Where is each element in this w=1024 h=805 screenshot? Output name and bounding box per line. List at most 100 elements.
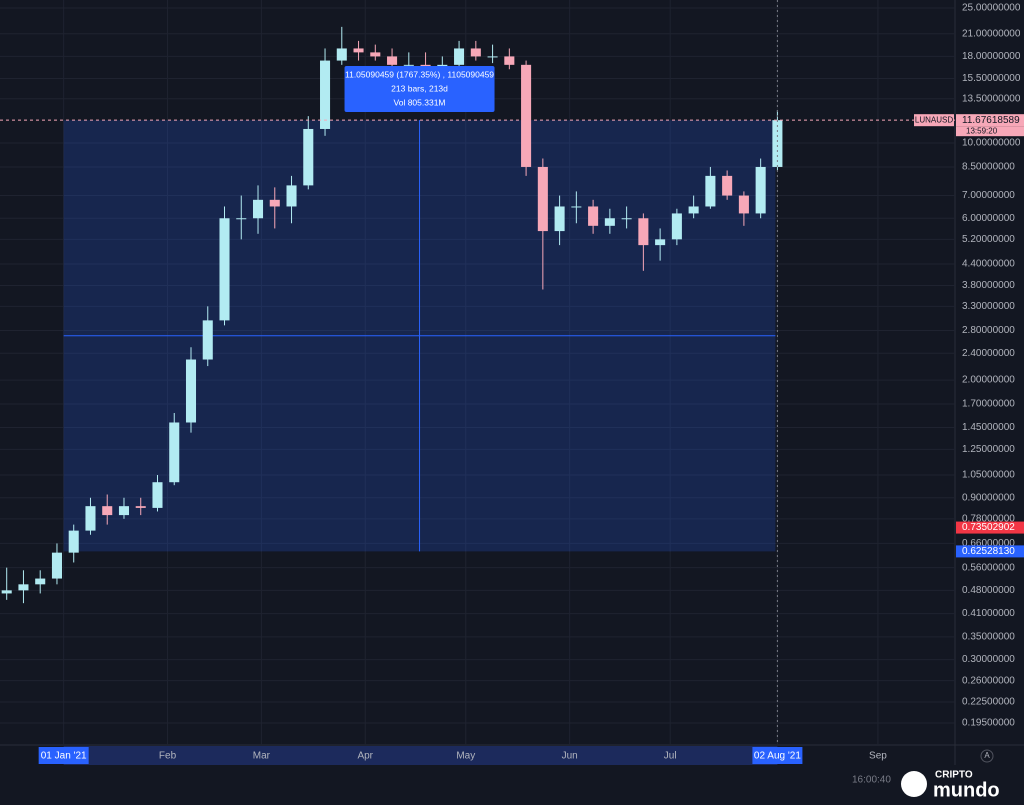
symbol-tag xyxy=(914,114,954,127)
candle-body xyxy=(202,320,213,360)
candle-body xyxy=(320,60,331,129)
y-tick-label: 18.00000000 xyxy=(962,51,1021,62)
candle-body xyxy=(185,359,197,423)
y-tick-label: 25.00000000 xyxy=(962,3,1021,14)
y-tick-label: 2.00000000 xyxy=(962,375,1015,386)
candle-body xyxy=(487,56,498,58)
y-tick-label: 0.48000000 xyxy=(962,585,1015,596)
y-tick-label: 6.00000000 xyxy=(962,213,1015,224)
y-tick-label: 0.35000000 xyxy=(962,632,1015,643)
y-tick-label: 0.30000000 xyxy=(962,654,1015,665)
x-tick-label: Feb xyxy=(159,751,177,762)
countdown-label: 13:59:20 xyxy=(966,126,998,135)
candle-body xyxy=(68,530,79,553)
countdown-tag xyxy=(956,126,1024,137)
time-tag xyxy=(38,747,89,764)
y-tick-label: 4.40000000 xyxy=(962,259,1015,270)
measure-text: Vol 805.331M xyxy=(394,97,446,107)
auto-scale-icon[interactable]: A xyxy=(984,751,990,760)
y-tick-label: 0.41000000 xyxy=(962,608,1015,619)
auto-scale-button[interactable] xyxy=(980,749,994,763)
time-tag xyxy=(752,747,803,764)
y-tick-label: 5.20000000 xyxy=(962,234,1015,245)
time-range-band xyxy=(63,746,778,765)
y-tick-label: 8.50000000 xyxy=(962,162,1015,173)
y-tick-label: 0.19500000 xyxy=(962,718,1015,729)
y-tick-label: 0.90000000 xyxy=(962,492,1015,503)
watermark-top: CRIPTO xyxy=(935,770,973,781)
x-tick-label: May xyxy=(456,751,475,762)
candle-body xyxy=(688,206,699,214)
candle-body xyxy=(571,206,582,208)
y-tick-label: 1.05000000 xyxy=(962,470,1015,481)
candle-body xyxy=(738,195,749,214)
y-tick-label: 21.00000000 xyxy=(962,28,1021,39)
watermark-logo xyxy=(901,771,927,797)
candle-body xyxy=(470,48,481,57)
x-tick-label: Jun xyxy=(562,751,578,762)
candle-body xyxy=(169,422,180,483)
candle-body xyxy=(403,64,414,66)
candle-body xyxy=(621,218,632,220)
measure-text: 11.05090459 (1767.35%) , 1105090459 xyxy=(345,69,494,79)
candle-body xyxy=(118,506,130,516)
last-price-label: 11.67618589 xyxy=(962,115,1020,126)
y-tick-label: 0.22500000 xyxy=(962,697,1015,708)
candle-body xyxy=(152,482,163,508)
y-tick-label: 0.66000000 xyxy=(962,538,1015,549)
candle-body xyxy=(236,218,247,220)
y-tick-label: 2.80000000 xyxy=(962,325,1015,336)
y-tick-label: 10.00000000 xyxy=(962,138,1021,149)
candle-body xyxy=(1,590,12,594)
x-tick-label: 02 Aug '21 xyxy=(754,751,801,762)
y-tick-label: 1.25000000 xyxy=(962,444,1015,455)
y-tick-label: 0.26000000 xyxy=(962,675,1015,686)
candle-body xyxy=(35,578,46,585)
candle-body xyxy=(521,64,532,167)
watermark-bottom: mundo xyxy=(933,779,1000,801)
candle-body xyxy=(336,48,347,61)
candle-body xyxy=(51,552,62,579)
last-price-tag xyxy=(956,114,1024,127)
candle-body xyxy=(370,52,381,57)
candle-body xyxy=(554,206,565,232)
y-tick-label: 3.30000000 xyxy=(962,301,1015,312)
measure-text: 213 bars, 213d xyxy=(391,83,448,93)
y-tick-label: 7.00000000 xyxy=(962,190,1015,201)
candle-body xyxy=(219,218,230,321)
x-tick-label: Mar xyxy=(253,751,271,762)
candle-body xyxy=(353,48,364,53)
price-tag xyxy=(956,521,1024,534)
y-tick-label: 0.78000000 xyxy=(962,513,1015,524)
candle-body xyxy=(303,128,314,186)
y-tick-label: 13.50000000 xyxy=(962,93,1021,104)
candle-body xyxy=(655,239,666,246)
y-tick-label: 3.80000000 xyxy=(962,280,1015,291)
x-tick-label: Jul xyxy=(664,751,677,762)
x-tick-label: 01 Jan '21 xyxy=(41,751,87,762)
candle-body xyxy=(671,213,682,240)
candle-body xyxy=(722,175,733,196)
candle-body xyxy=(638,218,649,246)
price-tag xyxy=(956,545,1024,558)
price-tag-label: 0.73502902 xyxy=(962,522,1015,533)
y-tick-label: 15.50000000 xyxy=(962,73,1021,84)
y-tick-label: 1.70000000 xyxy=(962,399,1015,410)
y-tick-label: 0.56000000 xyxy=(962,562,1015,573)
candle-body xyxy=(772,120,783,167)
candle-body xyxy=(102,506,113,516)
candle-body xyxy=(755,166,766,214)
candle-body xyxy=(85,506,96,531)
measure-tooltip xyxy=(344,66,495,112)
candle-body xyxy=(387,56,398,65)
y-tick-label: 1.45000000 xyxy=(962,422,1015,433)
x-tick-label: Sep xyxy=(869,751,887,762)
candle-body xyxy=(588,206,599,226)
symbol-label: LUNAUSD xyxy=(915,115,953,124)
candle-body xyxy=(705,175,716,207)
clock: 16:00:40 xyxy=(852,775,891,786)
candle-body xyxy=(504,56,515,65)
candle-body xyxy=(252,199,264,219)
